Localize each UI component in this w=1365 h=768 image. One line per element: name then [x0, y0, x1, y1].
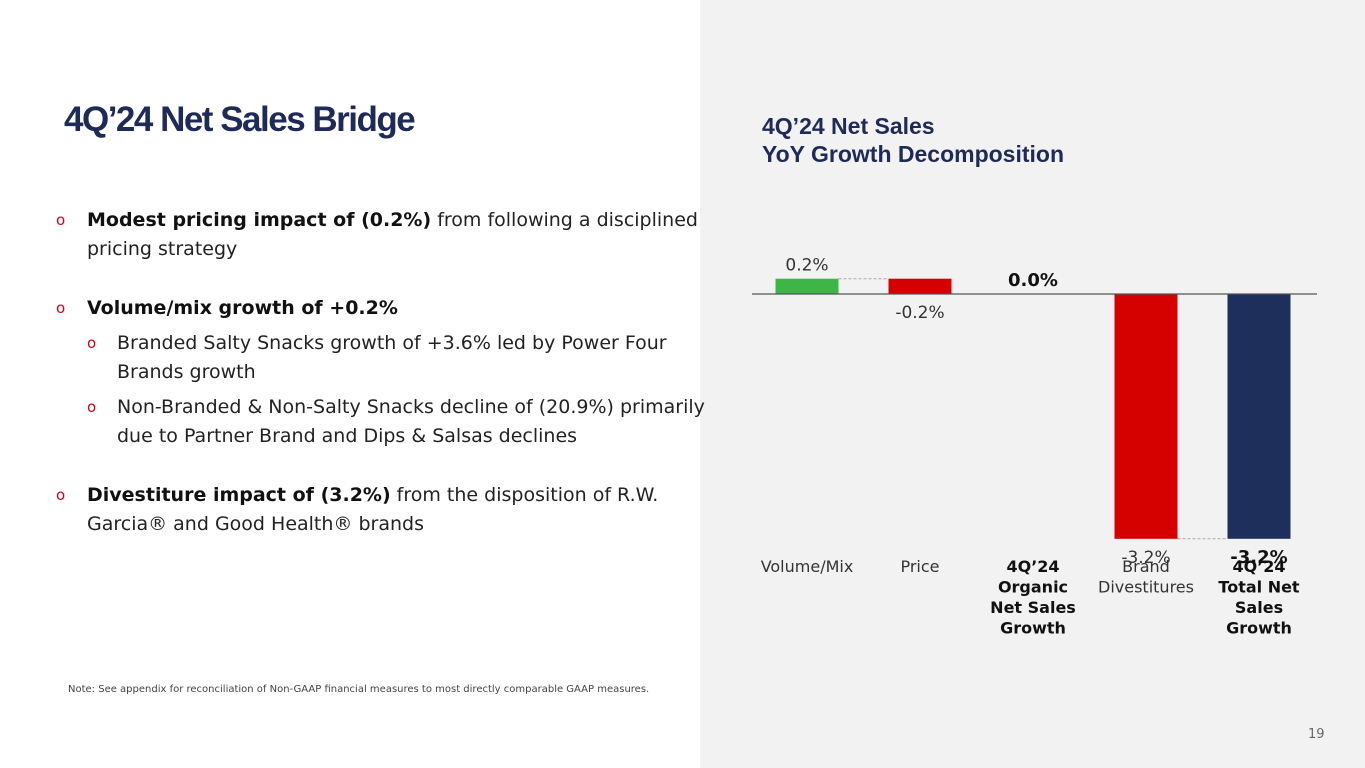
bullet-marker: o — [56, 211, 66, 229]
category-label-line: 4Q’24 — [1006, 557, 1059, 576]
category-label: 4Q’24 Total Net Sales Growth — [1218, 557, 1300, 638]
category-label-line: Brand — [1122, 557, 1170, 576]
chart-title-line-1: 4Q’24 Net Sales — [762, 113, 935, 139]
category-label: Brand Divestitures — [1098, 557, 1194, 597]
bar-1 — [888, 278, 952, 294]
page-number: 19 — [1308, 727, 1325, 742]
page-title: 4Q’24 Net Sales Bridge — [64, 100, 416, 139]
sub-bullet-marker: o — [87, 398, 97, 416]
bullet-divestiture-bold: Divestiture impact of (3.2%) — [87, 484, 391, 506]
category-label-line: Price — [900, 557, 939, 576]
category-label-line: Growth — [1000, 619, 1066, 638]
data-label: 0.0% — [1008, 270, 1058, 291]
category-label-line: Organic — [998, 578, 1068, 597]
bar-0 — [775, 278, 839, 294]
waterfall-chart: 0.2% -0.2% 0.0% -3.2% -3.2% Volume/Mix Price 4Q… — [752, 256, 1317, 638]
bar-4 — [1227, 294, 1291, 539]
data-label: -0.2% — [895, 303, 944, 323]
sub-bullet-non-branded: o Non-Branded & Non-Salty Snacks decline… — [87, 393, 706, 451]
category-label-line: Volume/Mix — [761, 557, 854, 576]
data-label: -3.2% — [1121, 548, 1170, 568]
sub-bullet-list: o Branded Salty Snacks growth of +3.6% l… — [87, 329, 706, 451]
category-label: 4Q’24 Organic Net Sales Growth — [990, 557, 1076, 638]
category-label-line: Divestitures — [1098, 578, 1194, 597]
bullet-marker: o — [56, 299, 66, 317]
sub-bullet-branded-text: Branded Salty Snacks growth of +3.6% led… — [117, 332, 667, 383]
bullet-divestiture-text: from the disposition of R.W. Garcia® and… — [87, 484, 659, 535]
category-label: Price — [900, 557, 939, 576]
bullet-pricing-text: from following a disciplined pricing str… — [87, 209, 698, 260]
bullet-pricing-bold: Modest pricing impact of (0.2%) — [87, 209, 432, 231]
category-label-line: Sales — [1235, 598, 1283, 617]
sub-bullet-marker: o — [87, 334, 97, 352]
category-label-line: 4Q’24 — [1232, 557, 1285, 576]
bullet-pricing: o Modest pricing impact of (0.2%) from f… — [56, 206, 706, 264]
bullet-volume-mix: o Volume/mix growth of +0.2% o Branded S… — [56, 294, 706, 451]
chart-title: 4Q’24 Net Sales YoY Growth Decomposition — [762, 112, 1064, 168]
footnote: Note: See appendix for reconciliation of… — [68, 684, 650, 695]
bullet-divestiture: o Divestiture impact of (3.2%) from the … — [56, 481, 706, 539]
sub-bullet-non-branded-text: Non-Branded & Non-Salty Snacks decline o… — [117, 396, 705, 447]
category-label-line: Growth — [1226, 619, 1292, 638]
category-label-line: Net Sales — [990, 598, 1076, 617]
bullet-marker: o — [56, 486, 66, 504]
category-label-line: Total Net — [1218, 578, 1300, 597]
data-label: 0.2% — [785, 256, 828, 276]
data-label: -3.2% — [1230, 547, 1287, 568]
sub-bullet-branded: o Branded Salty Snacks growth of +3.6% l… — [87, 329, 706, 387]
bullet-volume-mix-bold: Volume/mix growth of +0.2% — [87, 297, 398, 319]
category-label: Volume/Mix — [761, 557, 854, 576]
bullet-list: o Modest pricing impact of (0.2%) from f… — [56, 206, 706, 539]
chart-title-line-2: YoY Growth Decomposition — [762, 141, 1064, 167]
bar-3 — [1114, 294, 1178, 539]
